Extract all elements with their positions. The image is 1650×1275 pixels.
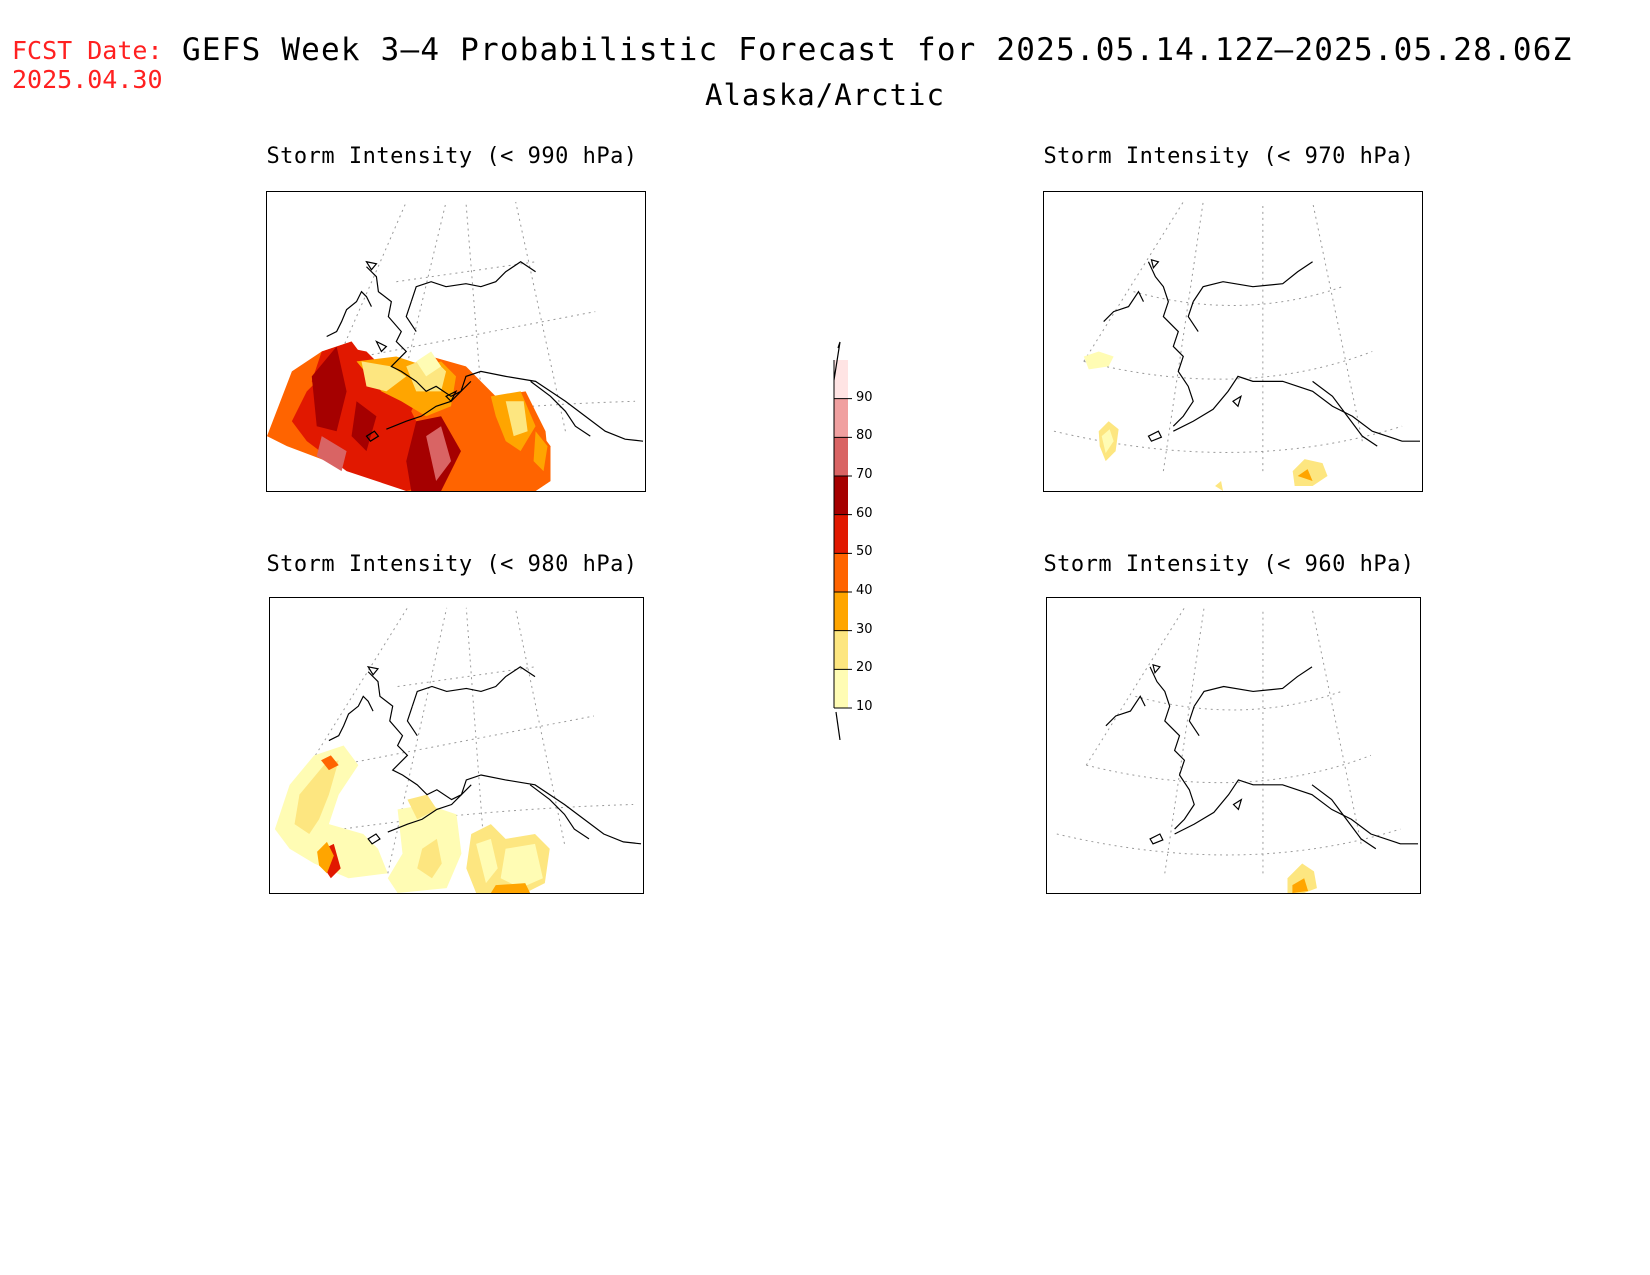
region-subtitle: Alaska/Arctic [705,78,945,112]
colorbar-label: 30 [856,621,873,637]
colorbar-box [834,514,848,554]
colorbar-boxes [833,360,852,709]
colorbar-bottom-cap [835,711,841,740]
panel-title-960: Storm Intensity (< 960 hPa) [1043,552,1415,577]
page-title: GEFS Week 3–4 Probabilistic Forecast for… [182,32,1573,68]
lat-lon-grid [1053,201,1403,472]
colorbar-box [834,669,848,708]
storm-probability-field [274,745,550,893]
colorbar-box [834,398,848,438]
coastline [1105,664,1419,850]
colorbar-top-cap [833,341,841,381]
map-panel-990 [266,191,646,492]
colorbar-label: 50 [856,544,873,560]
colorbar [833,341,852,740]
panel-title-980: Storm Intensity (< 980 hPa) [266,552,638,577]
colorbar-box [834,476,848,515]
panel-title-990: Storm Intensity (< 990 hPa) [266,144,638,169]
colorbar-label: 60 [856,505,873,521]
coastline [326,260,644,442]
storm-probability-field [1287,863,1317,893]
forecast-date-value: 2025.04.30 [12,65,163,94]
coastline [328,665,642,845]
colorbar-box [834,630,848,670]
forecast-date-label: FCST Date: [12,36,163,65]
colorbar-box [834,553,848,592]
colorbar-box [834,437,848,476]
map-panel-970 [1043,191,1423,492]
colorbar-label: 10 [856,699,873,714]
map-panel-980 [269,597,644,894]
colorbar-box [834,592,848,631]
map-svg-970 [1053,201,1421,491]
lat-lon-grid [308,607,634,874]
colorbar-label: 90 [856,389,873,405]
coastline [1103,258,1421,447]
colorbar-label: 20 [856,660,873,676]
colorbar-label: 80 [856,428,873,444]
colorbar-label: 70 [856,467,873,482]
map-svg-960 [1056,607,1419,893]
map-svg-990 [267,201,644,491]
lat-lon-grid [1056,607,1401,874]
map-panel-960 [1046,597,1421,894]
colorbar-label: 40 [856,583,873,598]
forecast-date-block: FCST Date: 2025.04.30 [12,36,163,94]
map-svg-980 [274,607,642,893]
storm-probability-field [1083,351,1328,491]
panel-title-970: Storm Intensity (< 970 hPa) [1043,144,1415,169]
storm-probability-field [267,341,551,491]
colorbar-box [834,360,848,399]
